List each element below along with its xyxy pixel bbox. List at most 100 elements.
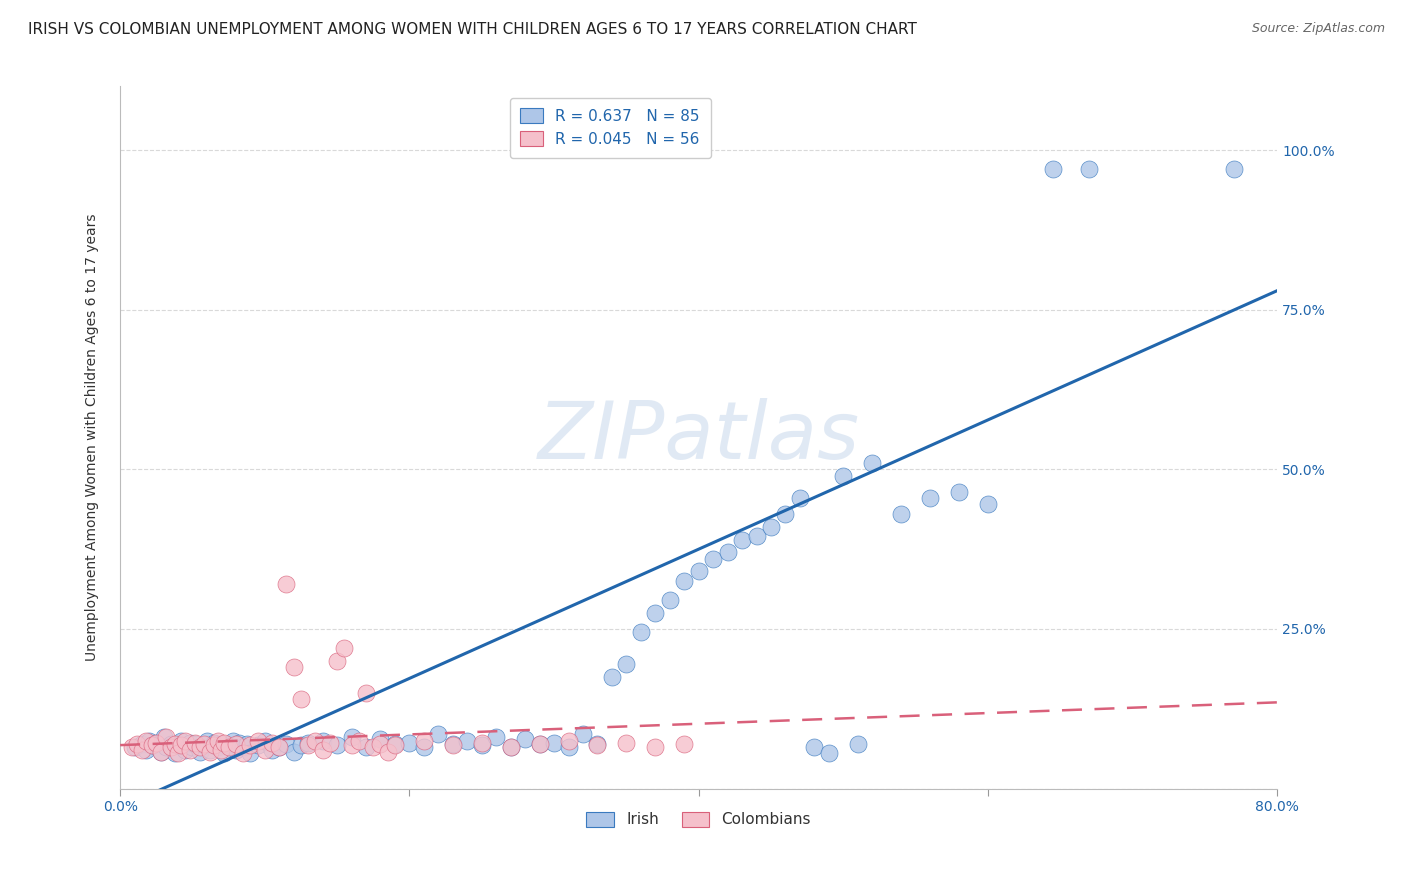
Point — [384, 737, 406, 751]
Point — [456, 733, 478, 747]
Point — [557, 733, 579, 747]
Point — [202, 735, 225, 749]
Point — [412, 733, 434, 747]
Point — [218, 739, 240, 754]
Point — [170, 738, 193, 752]
Point — [775, 507, 797, 521]
Text: ZIPatlas: ZIPatlas — [537, 399, 859, 476]
Text: IRISH VS COLOMBIAN UNEMPLOYMENT AMONG WOMEN WITH CHILDREN AGES 6 TO 17 YEARS COR: IRISH VS COLOMBIAN UNEMPLOYMENT AMONG WO… — [28, 22, 917, 37]
Point — [184, 735, 207, 749]
Point — [232, 747, 254, 761]
Point — [141, 738, 163, 752]
Point — [326, 654, 349, 668]
Point — [165, 747, 187, 761]
Point — [745, 529, 768, 543]
Point — [290, 692, 312, 706]
Point — [170, 733, 193, 747]
Point — [759, 520, 782, 534]
Point — [673, 574, 696, 588]
Point — [557, 739, 579, 754]
Point — [441, 738, 464, 752]
Point — [269, 739, 291, 754]
Point — [165, 737, 187, 751]
Point — [311, 733, 333, 747]
Point — [145, 735, 167, 749]
Point — [384, 738, 406, 752]
Point — [188, 739, 211, 754]
Point — [658, 593, 681, 607]
Point — [644, 606, 666, 620]
Point — [543, 735, 565, 749]
Point — [377, 744, 399, 758]
Point — [731, 533, 754, 547]
Point — [319, 735, 342, 749]
Point — [304, 733, 326, 747]
Point — [340, 738, 363, 752]
Point — [333, 641, 356, 656]
Point — [361, 739, 384, 754]
Point — [135, 743, 157, 757]
Point — [188, 744, 211, 758]
Point — [228, 735, 250, 749]
Point — [138, 733, 160, 747]
Point — [297, 738, 319, 752]
Point — [688, 565, 710, 579]
Point — [239, 738, 262, 752]
Point — [513, 731, 536, 746]
Point — [803, 739, 825, 754]
Point — [260, 735, 283, 749]
Point — [232, 739, 254, 754]
Point — [225, 743, 247, 757]
Point — [412, 739, 434, 754]
Point — [499, 739, 522, 754]
Point — [297, 735, 319, 749]
Point — [586, 737, 609, 751]
Point — [236, 737, 259, 751]
Point — [167, 738, 190, 752]
Point — [214, 735, 236, 749]
Point — [290, 738, 312, 752]
Point — [246, 733, 269, 747]
Point — [499, 739, 522, 754]
Point — [179, 735, 201, 749]
Point — [630, 625, 652, 640]
Point — [860, 456, 883, 470]
Point — [184, 737, 207, 751]
Point — [673, 737, 696, 751]
Point — [717, 545, 740, 559]
Point — [198, 744, 221, 758]
Point — [1223, 162, 1246, 177]
Point — [354, 686, 377, 700]
Legend: Irish, Colombians: Irish, Colombians — [581, 805, 817, 833]
Point — [195, 733, 218, 747]
Point — [253, 743, 276, 757]
Point — [198, 743, 221, 757]
Point — [222, 733, 245, 747]
Point — [159, 737, 181, 751]
Point — [441, 737, 464, 751]
Point — [207, 733, 229, 747]
Point — [920, 491, 942, 505]
Point — [127, 737, 149, 751]
Point — [644, 739, 666, 754]
Point — [572, 727, 595, 741]
Point — [141, 738, 163, 752]
Point — [209, 737, 232, 751]
Point — [977, 498, 1000, 512]
Point — [149, 744, 172, 758]
Point — [269, 739, 291, 754]
Point — [890, 507, 912, 521]
Point — [209, 743, 232, 757]
Point — [616, 657, 638, 671]
Point — [485, 731, 508, 745]
Point — [600, 670, 623, 684]
Point — [121, 739, 143, 754]
Point — [225, 737, 247, 751]
Point — [152, 731, 174, 745]
Point — [202, 738, 225, 752]
Point — [283, 660, 305, 674]
Point — [471, 735, 494, 749]
Point — [253, 733, 276, 747]
Point — [347, 733, 370, 747]
Point — [159, 739, 181, 754]
